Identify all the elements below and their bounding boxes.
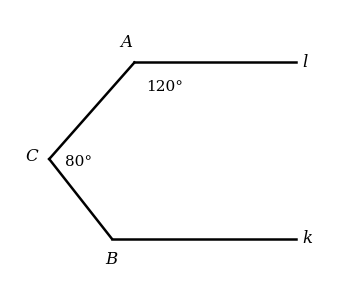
- Text: 120°: 120°: [146, 80, 183, 93]
- Text: k: k: [302, 230, 312, 247]
- Text: B: B: [105, 251, 118, 268]
- Text: 80°: 80°: [65, 155, 92, 169]
- Text: A: A: [120, 34, 132, 51]
- Text: C: C: [25, 148, 38, 165]
- Text: l: l: [302, 54, 307, 71]
